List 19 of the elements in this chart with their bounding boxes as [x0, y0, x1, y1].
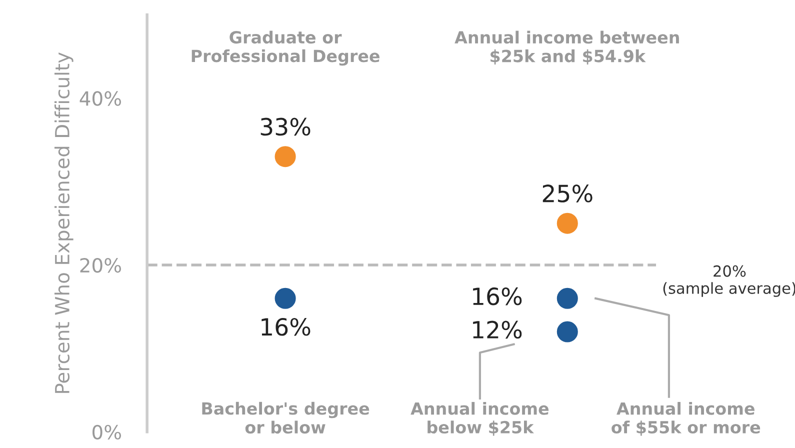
point — [556, 212, 578, 234]
annotation: Bachelor's degree or below — [202, 402, 370, 434]
y-tick-label: 0% — [92, 424, 121, 440]
point — [274, 146, 296, 168]
annotation: Annual income of $55k or more — [612, 402, 760, 436]
y-axis-title: Percent Who Experienced Difficulty — [54, 52, 74, 393]
point — [274, 288, 296, 309]
annotation: Annual income between $25k and $54.9k — [454, 30, 679, 65]
data-label: 33% — [260, 118, 310, 136]
y-tick-label: 40% — [80, 91, 121, 106]
annotation: Annual income below $25k — [410, 402, 549, 436]
data-label: 16% — [262, 318, 310, 336]
data-label: 12% — [473, 320, 522, 339]
y-tick-label: 20% — [80, 258, 121, 273]
data-label: 25% — [542, 184, 592, 202]
data-label: 16% — [473, 287, 522, 306]
point — [556, 321, 578, 342]
annotation: Graduate or Professional Degree — [192, 30, 380, 66]
point — [556, 288, 578, 309]
